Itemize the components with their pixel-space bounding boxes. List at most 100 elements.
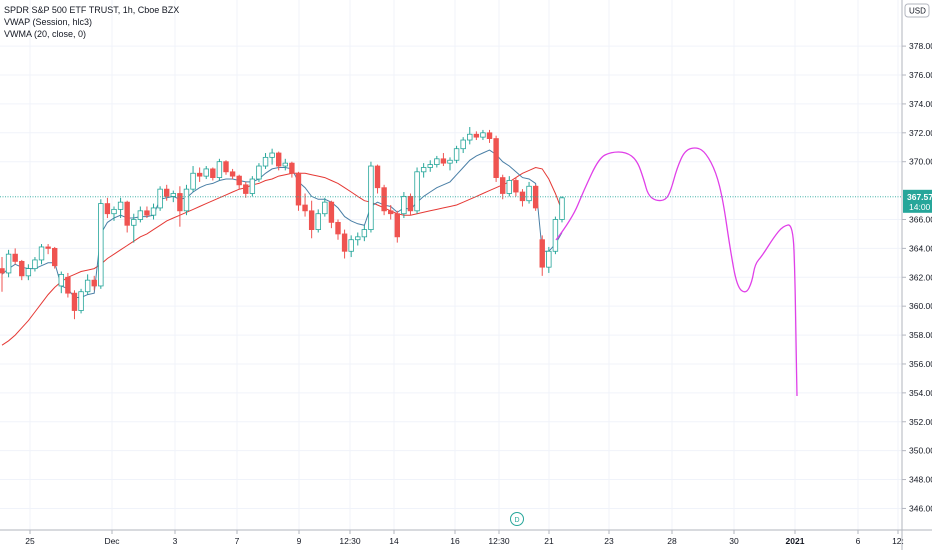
candle-body bbox=[434, 158, 440, 165]
candle-body bbox=[420, 167, 427, 173]
time-tick-label: 30 bbox=[729, 536, 739, 546]
candle-body bbox=[12, 253, 18, 262]
candle-body bbox=[348, 239, 354, 252]
candle-body bbox=[519, 191, 526, 202]
countdown-label: 14:00 bbox=[909, 202, 931, 212]
price-tick-label: 360.00 bbox=[909, 301, 932, 311]
price-tick-label: 370.00 bbox=[909, 157, 932, 167]
candle-body bbox=[322, 201, 328, 215]
time-tick-label: 2021 bbox=[786, 536, 805, 546]
candle-body bbox=[374, 165, 381, 189]
candle-body bbox=[170, 193, 176, 197]
time-tick-label: 21 bbox=[544, 536, 554, 546]
candle-body bbox=[473, 133, 480, 138]
price-tick-label: 378.00 bbox=[909, 41, 932, 51]
candle-body bbox=[84, 279, 91, 293]
price-tick-label: 376.00 bbox=[909, 70, 932, 80]
candle-body bbox=[58, 273, 64, 287]
candle-body bbox=[117, 201, 124, 210]
price-tick-label: 346.00 bbox=[909, 503, 932, 513]
candle-body bbox=[368, 165, 374, 231]
candle-body bbox=[552, 219, 559, 252]
time-tick-label: 28 bbox=[667, 536, 677, 546]
last-price-label: 367.57 bbox=[907, 192, 932, 202]
grid bbox=[0, 0, 902, 530]
price-tick-label: 348.00 bbox=[909, 475, 932, 485]
candle-body bbox=[282, 162, 288, 167]
vwma-series bbox=[1, 166, 563, 346]
candle-body bbox=[467, 133, 473, 141]
candle-body bbox=[196, 172, 203, 177]
time-tick-label: 14 bbox=[389, 536, 399, 546]
candle-body bbox=[414, 171, 420, 212]
candle-body bbox=[546, 250, 552, 268]
candle-body bbox=[71, 292, 78, 311]
price-tick-label: 350.00 bbox=[909, 446, 932, 456]
candle-body bbox=[276, 152, 282, 167]
candle-body bbox=[38, 246, 45, 261]
candle-body bbox=[177, 193, 183, 212]
candle-body bbox=[65, 276, 71, 294]
candle-body bbox=[308, 210, 315, 231]
time-tick-label: 16 bbox=[450, 536, 460, 546]
time-tick-label: 12:30 bbox=[339, 536, 361, 546]
candle-body bbox=[150, 207, 157, 216]
candle-body bbox=[52, 247, 58, 267]
candle-body bbox=[453, 148, 460, 161]
candle-body bbox=[447, 159, 453, 164]
time-tick-label: 25 bbox=[25, 536, 35, 546]
candle-body bbox=[295, 172, 302, 206]
dividend-marker-label: D bbox=[514, 517, 519, 524]
vwap-series bbox=[1, 149, 563, 298]
vwap-line bbox=[1, 149, 563, 298]
candle-body bbox=[315, 213, 321, 231]
dividend-marker[interactable] bbox=[510, 512, 524, 526]
vwma-legend[interactable]: VWMA (20, close, 0) bbox=[4, 29, 87, 39]
candle-body bbox=[229, 171, 236, 177]
candle-body bbox=[361, 229, 368, 238]
candle-body bbox=[98, 203, 104, 287]
candle-body bbox=[223, 161, 229, 173]
price-tick-label: 354.00 bbox=[909, 388, 932, 398]
candle-body bbox=[216, 161, 223, 178]
candle-body bbox=[460, 139, 466, 150]
candle-body bbox=[440, 158, 447, 164]
currency-badge[interactable] bbox=[904, 3, 930, 18]
candle-body bbox=[486, 132, 493, 139]
time-tick-label: 9 bbox=[297, 536, 302, 546]
time-tick-label: 3 bbox=[173, 536, 178, 546]
symbol-title[interactable]: SPDR S&P 500 ETF TRUST, 1h, Cboe BZX bbox=[4, 5, 180, 15]
candle-body bbox=[341, 233, 348, 252]
candle-body bbox=[137, 210, 144, 220]
price-tick-label: 358.00 bbox=[909, 330, 932, 340]
candle-body bbox=[19, 260, 25, 277]
candle-body bbox=[493, 138, 499, 178]
candle-body bbox=[480, 132, 486, 138]
candle-body bbox=[269, 152, 275, 158]
trend-drawing[interactable] bbox=[555, 147, 798, 397]
candle-body bbox=[144, 210, 150, 216]
candle-body bbox=[104, 203, 111, 215]
time-tick-label: Dec bbox=[104, 536, 120, 546]
time-tick-label: 12:30 bbox=[488, 536, 510, 546]
candle-body bbox=[183, 188, 190, 212]
vwap-legend[interactable]: VWAP (Session, hlc3) bbox=[4, 17, 93, 27]
price-tick-label: 364.00 bbox=[909, 243, 932, 253]
price-tick-label: 366.00 bbox=[909, 214, 932, 224]
candle-body bbox=[559, 197, 565, 220]
candle-body bbox=[111, 208, 117, 215]
candle-body bbox=[5, 253, 12, 274]
candle-body bbox=[394, 213, 400, 238]
candle-body bbox=[131, 219, 137, 226]
drawing-path[interactable] bbox=[555, 147, 798, 397]
candle-body bbox=[302, 204, 308, 212]
candle-body bbox=[190, 172, 196, 190]
candle-body bbox=[0, 268, 5, 274]
candle-body bbox=[427, 164, 433, 168]
candle-body bbox=[32, 259, 38, 270]
candle-body bbox=[243, 184, 249, 194]
candle-body bbox=[381, 187, 387, 212]
